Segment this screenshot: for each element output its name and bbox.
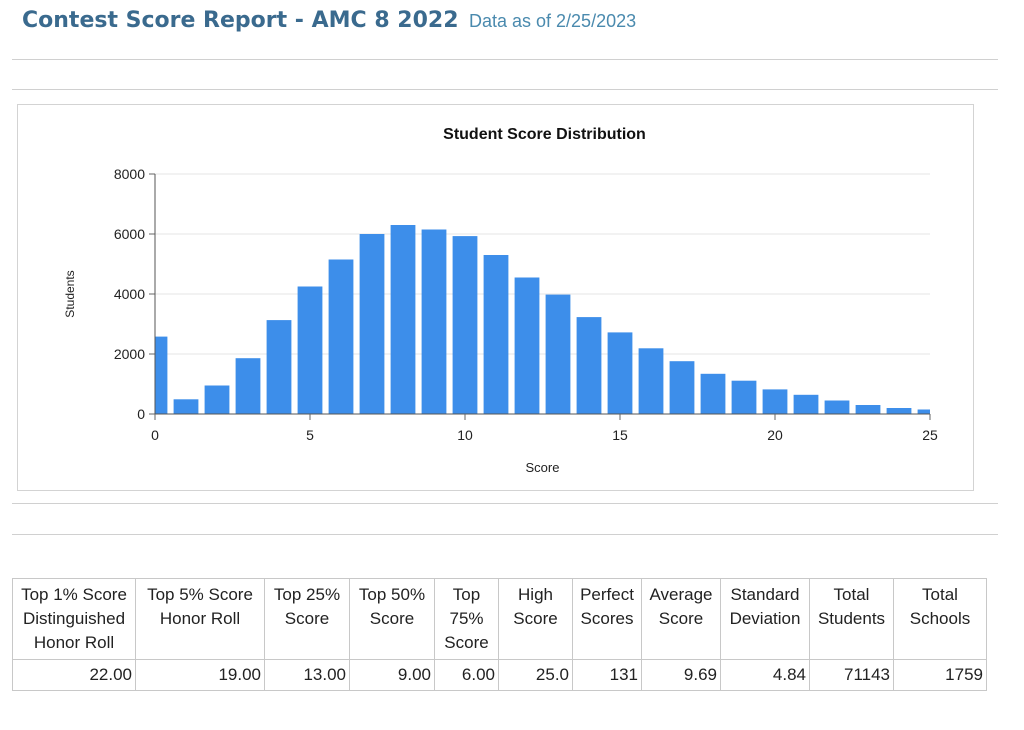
x-tick-label: 15: [612, 427, 628, 443]
bar: [266, 320, 292, 414]
col-top50: Top 50% Score: [349, 578, 435, 660]
col-stddev: Standard Deviation: [720, 578, 810, 660]
chart-title: Student Score Distribution: [443, 126, 646, 143]
bar: [638, 348, 664, 414]
bar: [235, 358, 261, 414]
bar: [824, 400, 850, 414]
y-tick-label: 4000: [114, 286, 145, 302]
x-tick-label: 25: [922, 427, 938, 443]
col-schools: Total Schools: [893, 578, 987, 660]
table-cell: 22.00: [12, 659, 136, 691]
bar: [576, 317, 602, 414]
table-cell: 4.84: [720, 659, 810, 691]
table-cell: 9.00: [349, 659, 435, 691]
bar: [886, 408, 912, 414]
table-cell: 9.69: [641, 659, 721, 691]
col-students: Total Students: [809, 578, 894, 660]
bar: [483, 255, 509, 414]
table-cell: 71143: [809, 659, 894, 691]
col-top25: Top 25% Score: [264, 578, 350, 660]
divider: [12, 503, 998, 504]
stats-table: Top 1% Score Distinguished Honor Roll To…: [12, 578, 987, 691]
x-axis-label: Score: [526, 460, 560, 475]
bar: [607, 332, 633, 414]
x-tick-label: 20: [767, 427, 783, 443]
table-cell: 6.00: [434, 659, 499, 691]
bar: [669, 361, 695, 414]
bar: [700, 373, 726, 414]
y-tick-label: 0: [137, 406, 145, 422]
bar: [173, 399, 199, 414]
table-cell: 19.00: [135, 659, 265, 691]
x-tick-label: 5: [306, 427, 314, 443]
divider: [12, 534, 998, 535]
bar: [545, 294, 571, 414]
bar: [855, 405, 881, 414]
divider: [12, 89, 998, 90]
report-header: Contest Score Report - AMC 8 2022 Data a…: [22, 8, 636, 33]
bar: [155, 336, 168, 414]
table-cell: 131: [572, 659, 642, 691]
bar: [793, 394, 819, 414]
col-perfect: Perfect Scores: [572, 578, 642, 660]
table-cell: 25.0: [498, 659, 573, 691]
col-top1: Top 1% Score Distinguished Honor Roll: [12, 578, 136, 660]
bar: [452, 236, 478, 414]
col-top75: Top 75% Score: [434, 578, 499, 660]
stats-value-row: 22.00 19.00 13.00 9.00 6.00 25.0 131 9.6…: [12, 659, 987, 691]
stats-header-row: Top 1% Score Distinguished Honor Roll To…: [12, 578, 987, 660]
bar: [297, 286, 323, 414]
data-as-of: Data as of 2/25/2023: [468, 11, 637, 31]
table-cell: 1759: [893, 659, 987, 691]
chart-svg: Student Score Distribution 0 2000 4000 6000 8…: [63, 126, 938, 475]
x-tick-label: 10: [457, 427, 473, 443]
table-cell: 13.00: [264, 659, 350, 691]
divider: [12, 59, 998, 60]
bar: [328, 259, 354, 414]
bar: [390, 225, 416, 414]
bar: [762, 389, 788, 414]
score-distribution-chart: Student Score Distribution 0 2000 4000 6000 8…: [17, 104, 974, 491]
bar: [917, 409, 930, 414]
x-tick-label: 0: [151, 427, 159, 443]
y-tick-label: 6000: [114, 226, 145, 242]
col-top5: Top 5% Score Honor Roll: [135, 578, 265, 660]
bar: [514, 277, 540, 414]
col-average: Average Score: [641, 578, 721, 660]
y-tick-label: 8000: [114, 166, 145, 182]
y-axis-label: Students: [63, 270, 77, 317]
bar: [421, 229, 447, 414]
report-title: Contest Score Report - AMC 8 2022: [22, 8, 459, 33]
bar: [359, 234, 385, 414]
y-tick-label: 2000: [114, 346, 145, 362]
bar: [731, 380, 757, 414]
col-high: High Score: [498, 578, 573, 660]
bar: [204, 385, 230, 414]
